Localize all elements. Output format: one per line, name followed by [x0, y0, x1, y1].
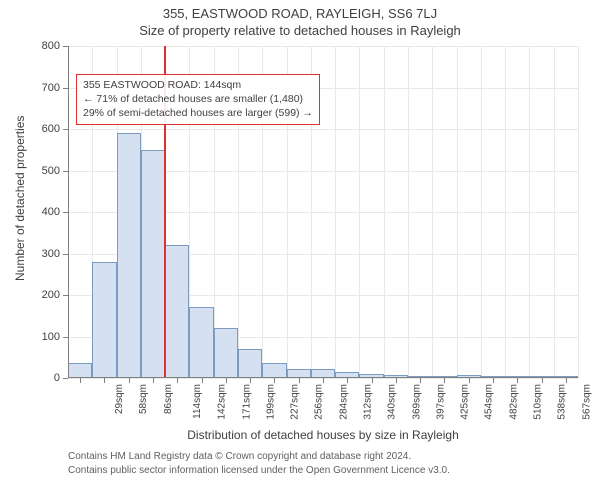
- x-axis-label: Distribution of detached houses by size …: [68, 428, 578, 442]
- x-tick-label: 256sqm: [314, 384, 325, 420]
- y-tick-label: 100: [34, 331, 60, 343]
- gridline-vertical: [578, 46, 579, 378]
- x-tick-label: 482sqm: [508, 384, 519, 420]
- histogram-bar: [117, 133, 141, 378]
- footer-attribution: Contains HM Land Registry data © Crown c…: [68, 450, 578, 477]
- x-tick-label: 58sqm: [138, 384, 149, 414]
- x-tick-label: 510sqm: [533, 384, 544, 420]
- y-tick-label: 700: [34, 82, 60, 94]
- x-tick-label: 29sqm: [114, 384, 125, 414]
- histogram-bar: [262, 363, 286, 378]
- x-tick-label: 114sqm: [192, 384, 203, 419]
- chart-title-subtitle: Size of property relative to detached ho…: [0, 21, 600, 38]
- histogram-bar: [68, 363, 92, 378]
- chart-container: 355, EASTWOOD ROAD, RAYLEIGH, SS6 7LJ Si…: [0, 0, 600, 500]
- x-tick-label: 454sqm: [484, 384, 495, 420]
- reference-callout: 355 EASTWOOD ROAD: 144sqm ← 71% of detac…: [76, 74, 320, 125]
- histogram-bar: [189, 307, 213, 378]
- histogram-bar: [214, 328, 238, 378]
- chart-title-address: 355, EASTWOOD ROAD, RAYLEIGH, SS6 7LJ: [0, 0, 600, 21]
- footer-line2: Contains public sector information licen…: [68, 464, 578, 478]
- histogram-bar: [165, 245, 189, 378]
- footer-line1: Contains HM Land Registry data © Crown c…: [68, 450, 578, 464]
- callout-line2: ← 71% of detached houses are smaller (1,…: [83, 92, 313, 106]
- y-tick-label: 500: [34, 165, 60, 177]
- y-tick-label: 800: [34, 40, 60, 52]
- y-tick-label: 200: [34, 289, 60, 301]
- x-tick-label: 397sqm: [435, 384, 446, 420]
- y-tick-label: 0: [34, 372, 60, 384]
- x-tick-label: 227sqm: [290, 384, 301, 420]
- y-tick-label: 300: [34, 248, 60, 260]
- histogram-bar: [238, 349, 262, 378]
- x-tick-label: 284sqm: [338, 384, 349, 420]
- x-tick-label: 425sqm: [460, 384, 471, 420]
- histogram-bar: [141, 150, 165, 378]
- gridline-horizontal: [68, 129, 578, 130]
- callout-line1: 355 EASTWOOD ROAD: 144sqm: [83, 78, 313, 92]
- x-tick-label: 199sqm: [265, 384, 276, 420]
- x-tick-label: 340sqm: [387, 384, 398, 420]
- y-tick-label: 400: [34, 206, 60, 218]
- x-tick-label: 142sqm: [217, 384, 228, 420]
- x-tick-label: 538sqm: [557, 384, 568, 420]
- gridline-horizontal: [68, 46, 578, 47]
- x-tick-label: 312sqm: [363, 384, 374, 420]
- x-tick-label: 567sqm: [581, 384, 592, 420]
- y-axis-label: Number of detached properties: [13, 141, 27, 281]
- y-tick-label: 600: [34, 123, 60, 135]
- histogram-bar: [92, 262, 116, 378]
- x-tick-label: 171sqm: [241, 384, 252, 420]
- callout-line3: 29% of semi-detached houses are larger (…: [83, 106, 313, 120]
- x-tick-label: 86sqm: [163, 384, 174, 414]
- x-tick-label: 369sqm: [411, 384, 422, 420]
